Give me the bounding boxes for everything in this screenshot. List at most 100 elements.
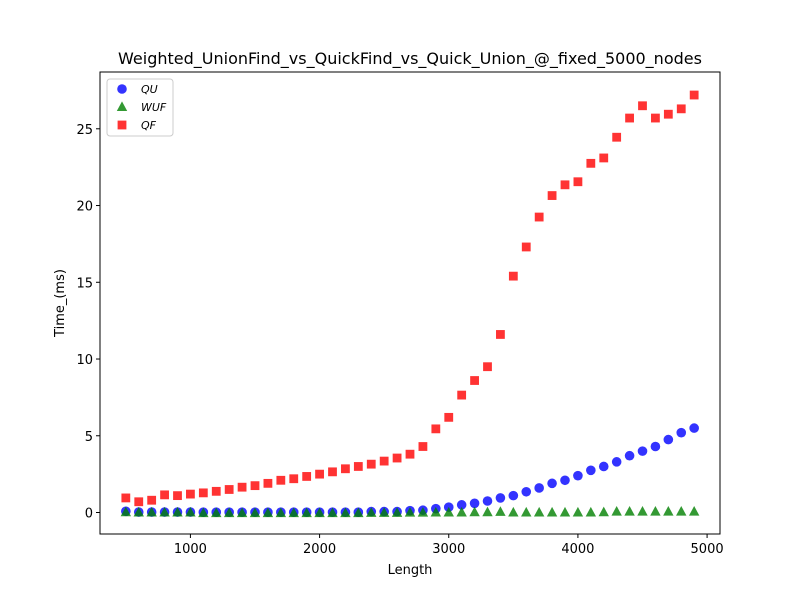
data-point-wuf: [637, 505, 648, 516]
data-point-qf: [237, 482, 247, 492]
data-point-qf: [173, 491, 182, 501]
data-point-wuf: [546, 506, 558, 517]
data-point-wuf: [198, 507, 209, 518]
legend-marker-wuf: [116, 101, 128, 111]
chart-title: Weighted_UnionFind_vs_QuickFind_vs_Quick…: [118, 49, 702, 69]
data-point-qf: [521, 242, 531, 252]
data-point-qf: [625, 113, 634, 123]
data-point-qf: [534, 212, 544, 222]
data-point-qf: [341, 464, 350, 474]
data-point-qu: [469, 498, 480, 509]
data-point-qu: [637, 446, 648, 456]
data-point-qf: [444, 412, 454, 422]
data-point-qu: [663, 434, 674, 445]
data-point-qf: [560, 180, 570, 190]
data-point-wuf: [249, 507, 261, 518]
data-point-wuf: [366, 507, 377, 517]
data-point-qf: [263, 478, 273, 488]
y-axis-label: Time_(ms): [53, 269, 68, 338]
data-point-qf: [508, 271, 518, 281]
data-point-wuf: [572, 506, 584, 517]
data-point-wuf: [469, 506, 480, 517]
data-point-qu: [534, 483, 544, 493]
x-tick-label: 2000: [303, 542, 336, 557]
data-point-qf: [186, 489, 195, 499]
legend: QU WUF QF: [106, 78, 174, 137]
data-point-wuf: [585, 506, 597, 517]
data-point-wuf: [301, 507, 312, 518]
legend-marker-qu: [117, 84, 127, 94]
data-point-wuf: [223, 507, 235, 518]
data-point-qf: [353, 462, 363, 471]
data-point-qu: [456, 500, 467, 510]
legend-label-qu: QU: [141, 83, 158, 96]
data-point-wuf: [172, 506, 183, 517]
data-point-qf: [302, 472, 312, 481]
data-point-wuf: [133, 506, 144, 517]
x-tick-label: 4000: [561, 542, 594, 557]
data-point-qf: [599, 153, 609, 163]
data-point-qu: [573, 470, 583, 481]
y-tick-label: 5: [85, 430, 93, 445]
data-point-wuf: [120, 506, 132, 517]
data-point-qu: [624, 450, 635, 461]
data-point-wuf: [482, 506, 493, 517]
data-point-qf: [418, 442, 428, 451]
data-point-wuf: [559, 506, 571, 517]
data-point-wuf: [443, 506, 454, 517]
y-tick-label: 20: [76, 200, 93, 215]
data-point-qu: [586, 465, 596, 476]
data-point-wuf: [262, 507, 274, 518]
data-point-wuf: [327, 507, 338, 518]
data-point-qu: [547, 478, 557, 489]
data-point-wuf: [236, 507, 248, 518]
data-point-wuf: [159, 506, 170, 517]
data-point-qf: [198, 488, 208, 498]
x-tick-label: 5000: [691, 542, 724, 557]
plot-area: [120, 90, 700, 518]
data-point-qu: [560, 475, 570, 486]
data-point-wuf: [650, 505, 661, 516]
data-point-wuf: [417, 507, 429, 517]
x-axis: 1000 2000 3000 4000 5000: [174, 534, 724, 557]
data-point-qf: [392, 453, 402, 463]
x-tick-label: 3000: [432, 542, 465, 557]
y-tick-label: 25: [76, 123, 93, 138]
data-point-wuf: [676, 505, 687, 516]
data-point-qf: [689, 90, 699, 100]
data-point-qf: [224, 485, 234, 494]
data-point-qf: [457, 390, 467, 400]
data-point-wuf: [340, 507, 351, 518]
data-point-qu: [521, 486, 532, 497]
data-point-wuf: [611, 505, 622, 516]
data-point-qf: [676, 104, 686, 114]
data-point-qf: [431, 424, 441, 434]
x-axis-label: Length: [388, 563, 433, 578]
data-point-wuf: [521, 506, 532, 517]
data-point-qf: [547, 191, 557, 200]
data-point-qf: [147, 495, 157, 505]
data-point-qu: [508, 490, 519, 501]
data-point-qf: [134, 497, 144, 507]
x-tick-label: 1000: [174, 542, 207, 557]
y-tick-label: 15: [76, 276, 93, 291]
data-point-qf: [121, 493, 131, 503]
data-point-qf: [612, 132, 622, 142]
series-wuf: [120, 505, 700, 518]
data-point-wuf: [456, 506, 467, 517]
data-point-wuf: [146, 506, 157, 517]
data-point-qf: [470, 376, 479, 385]
data-point-qf: [496, 330, 505, 339]
data-point-wuf: [185, 506, 196, 517]
data-point-qu: [676, 427, 687, 438]
data-point-qf: [638, 101, 647, 111]
data-point-qu: [482, 496, 493, 506]
data-point-qf: [366, 459, 376, 469]
y-axis: 0 5 10 15 20 25: [76, 123, 100, 522]
data-point-wuf: [688, 505, 700, 516]
data-point-qf: [379, 456, 389, 466]
data-point-qu: [650, 441, 661, 452]
y-tick-label: 0: [85, 507, 93, 522]
legend-marker-qf: [117, 120, 127, 130]
